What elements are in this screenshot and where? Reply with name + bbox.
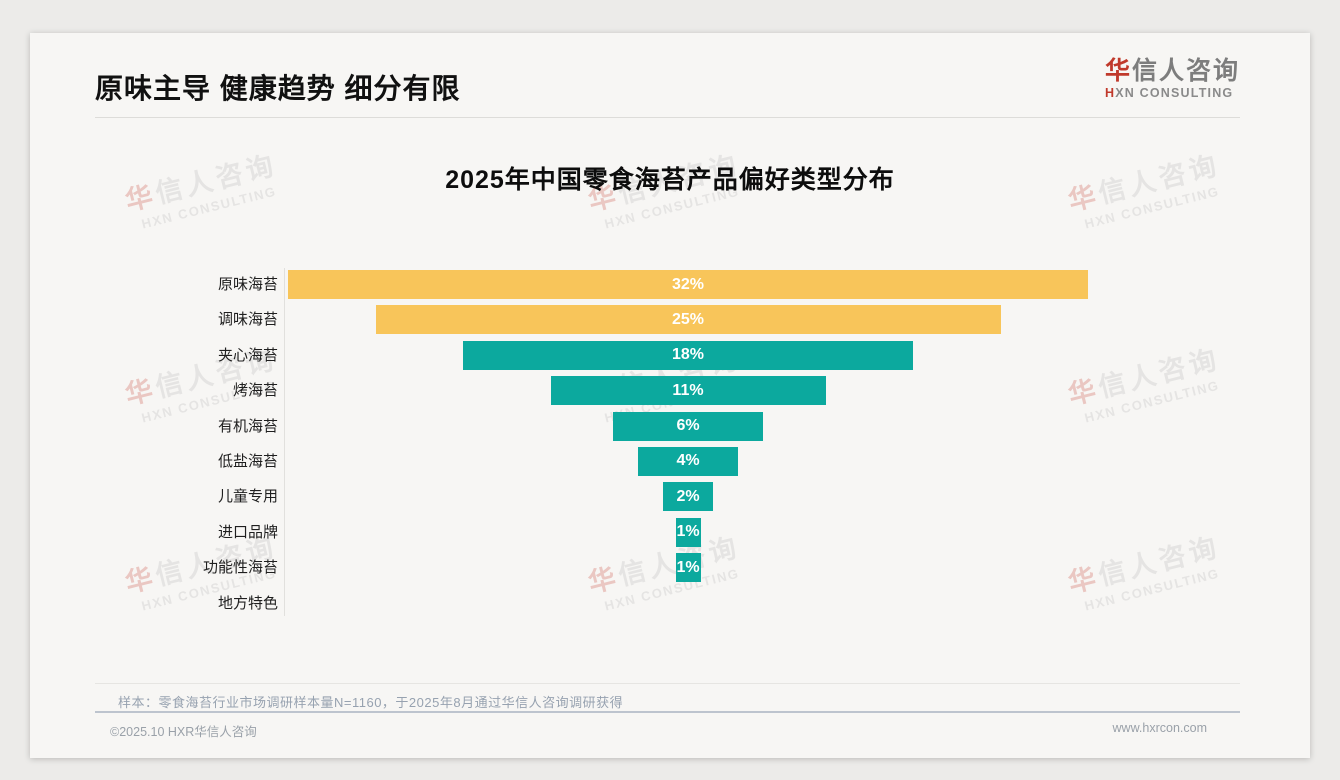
- category-label: 地方特色: [217, 594, 278, 612]
- chart-row: 烤海苔 11%: [30, 376, 1245, 411]
- sample-note: 样本：零食海苔行业市场调研样本量N=1160，于2025年8月通过华信人咨询调研…: [95, 683, 1240, 711]
- category-label: 调味海苔: [217, 311, 278, 329]
- funnel-bar: 11%: [550, 376, 826, 406]
- funnel-bar: 25%: [375, 305, 1001, 335]
- bar-track: [285, 589, 1245, 618]
- brand-logo-en: HXN CONSULTING: [1104, 85, 1234, 100]
- chart-row: 夹心海苔 18%: [30, 340, 1245, 376]
- funnel-chart: 原味海苔 32% 调味海苔 25% 夹心海苔 18% 烤海苔 11% 有机海苔 6% 低盐海苔 4% 儿…: [30, 268, 1245, 624]
- chart-row: 原味海苔 32%: [30, 270, 1245, 305]
- brand-logo: 华信人咨询 HXN CONSULTING: [1105, 57, 1240, 100]
- chart-title: 2025年中国零食海苔产品偏好类型分布: [445, 166, 895, 194]
- chart-row: 儿童专用 2%: [30, 482, 1245, 517]
- category-label: 进口品牌: [217, 523, 278, 541]
- bar-track: 6%: [285, 411, 1245, 441]
- category-label: 烤海苔: [232, 382, 278, 400]
- funnel-bar: 1%: [675, 553, 701, 583]
- bar-value-label: 11%: [672, 381, 704, 399]
- funnel-bar: 1%: [675, 517, 701, 547]
- category-label: 原味海苔: [217, 276, 278, 293]
- slide-footer: ©2025.10 HXR华信人咨询 www.hxrcon.com: [95, 711, 1240, 740]
- chart-row: 进口品牌 1%: [30, 517, 1245, 553]
- website-text: www.hxrcon.com: [1112, 721, 1207, 735]
- bar-track: 18%: [285, 340, 1245, 370]
- slide-card: 华信人咨询 HXN CONSULTING 华信人咨询 HXN CONSULTING 华信…: [30, 33, 1310, 758]
- bar-value-label: 2%: [676, 487, 700, 505]
- funnel-bar: 6%: [613, 411, 763, 441]
- chart-row: 低盐海苔 4%: [30, 446, 1245, 482]
- bar-track: 32%: [285, 270, 1245, 299]
- chart-row: 调味海苔 25%: [30, 305, 1245, 340]
- category-label: 功能性海苔: [202, 559, 278, 577]
- bar-track: 11%: [285, 376, 1245, 406]
- brand-logo-cn: 华信人咨询: [1104, 57, 1240, 85]
- bar-value-label: 4%: [676, 452, 700, 470]
- bar-value-label: 32%: [671, 275, 705, 293]
- category-label: 夹心海苔: [217, 346, 278, 364]
- category-label: 低盐海苔: [217, 452, 278, 470]
- category-label: 有机海苔: [217, 417, 278, 435]
- bar-track: 1%: [285, 517, 1245, 547]
- bar-track: 25%: [285, 305, 1245, 335]
- category-label: 儿童专用: [217, 488, 278, 506]
- funnel-bar: 4%: [638, 446, 738, 476]
- slide-header: 原味主导 健康趋势 细分有限 华信人咨询 HXN CONSULTING: [95, 33, 1240, 118]
- bar-value-label: 1%: [676, 558, 700, 576]
- bar-value-label: 25%: [671, 310, 705, 328]
- bar-track: 2%: [285, 482, 1245, 512]
- copyright-text: ©2025.10 HXR华信人咨询: [110, 725, 257, 739]
- chart-row: 功能性海苔 1%: [30, 553, 1245, 588]
- funnel-bar: 18%: [463, 340, 913, 370]
- bar-value-label: 1%: [676, 523, 700, 541]
- bar-track: 1%: [285, 553, 1245, 583]
- chart-row: 有机海苔 6%: [30, 411, 1245, 447]
- chart-row: 地方特色: [30, 589, 1245, 624]
- bar-value-label: 6%: [676, 417, 700, 435]
- funnel-bar: 2%: [663, 482, 713, 512]
- bar-value-label: 18%: [671, 346, 705, 364]
- page-title: 原味主导 健康趋势 细分有限: [95, 73, 461, 104]
- bar-track: 4%: [285, 446, 1245, 476]
- funnel-bar: 32%: [288, 270, 1088, 299]
